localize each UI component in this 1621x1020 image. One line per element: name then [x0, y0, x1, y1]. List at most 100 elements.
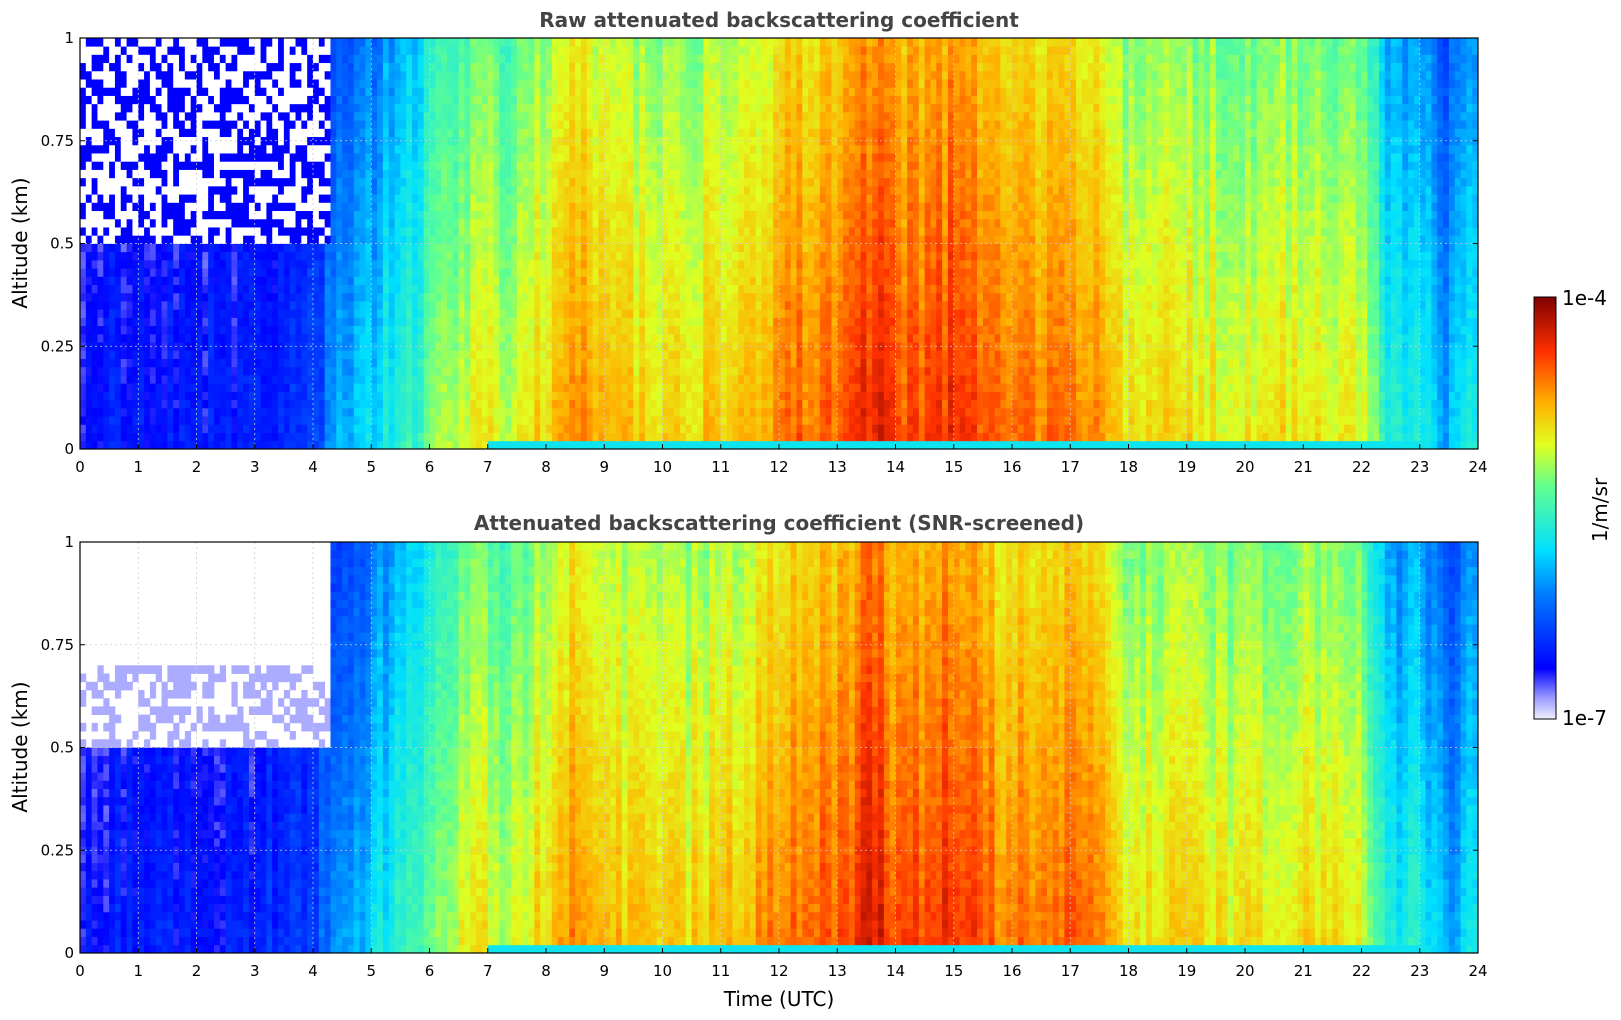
heatmap-cell — [348, 87, 354, 96]
heatmap-cell — [261, 120, 267, 129]
heatmap-cell — [121, 276, 127, 285]
heatmap-cell — [80, 252, 86, 261]
heatmap-cell — [197, 244, 203, 253]
heatmap-cell — [214, 441, 220, 450]
heatmap-cell — [191, 145, 197, 154]
heatmap-cell — [255, 170, 261, 179]
heatmap-cell — [121, 383, 127, 392]
heatmap-cell — [80, 79, 86, 88]
heatmap-cell — [307, 375, 313, 384]
heatmap-cell — [191, 441, 197, 450]
heatmap-cell — [348, 441, 354, 450]
heatmap-cell — [185, 244, 191, 253]
heatmap-cell — [243, 433, 249, 442]
heatmap-cell — [307, 202, 313, 211]
heatmap-cell — [330, 309, 336, 318]
heatmap-cell — [249, 46, 255, 55]
heatmap-cell — [150, 219, 156, 228]
heatmap-cell — [97, 71, 103, 80]
heatmap-cell — [197, 145, 203, 154]
heatmap-cell — [313, 54, 319, 63]
heatmap-cell — [214, 71, 220, 80]
heatmap-cell — [214, 186, 220, 195]
heatmap-cell — [179, 260, 185, 269]
heatmap-cell — [226, 268, 232, 277]
heatmap-cell — [97, 87, 103, 96]
heatmap-cell — [330, 416, 336, 425]
heatmap-cell — [231, 367, 237, 376]
heatmap-cell — [354, 391, 360, 400]
heatmap-cell — [92, 54, 98, 63]
heatmap-cell — [185, 408, 191, 417]
heatmap-cell — [179, 137, 185, 146]
heatmap-cell — [284, 186, 290, 195]
heatmap-cell — [173, 202, 179, 211]
heatmap-cell — [179, 38, 185, 47]
heatmap-cell — [167, 87, 173, 96]
heatmap-cell — [330, 194, 336, 203]
heatmap-cell — [138, 227, 144, 236]
heatmap-cell — [307, 186, 313, 195]
heatmap-cell — [202, 46, 208, 55]
heatmap-cell — [185, 252, 191, 261]
heatmap-cell — [191, 416, 197, 425]
heatmap-cell — [249, 235, 255, 244]
heatmap-cell — [307, 293, 313, 302]
heatmap-cell — [138, 46, 144, 55]
heatmap-cell — [296, 301, 302, 310]
heatmap-cell — [296, 87, 302, 96]
heatmap-cell — [319, 219, 325, 228]
heatmap-cell — [127, 441, 133, 450]
heatmap-cell — [278, 252, 284, 261]
heatmap-cell — [255, 79, 261, 88]
heatmap-cell — [132, 178, 138, 187]
heatmap-cell — [266, 391, 272, 400]
heatmap-cell — [132, 104, 138, 113]
heatmap-cell — [191, 96, 197, 105]
heatmap-cell — [249, 71, 255, 80]
heatmap-cell — [319, 170, 325, 179]
heatmap-cell — [249, 391, 255, 400]
heatmap-cell — [255, 161, 261, 170]
heatmap-cell — [360, 367, 366, 376]
heatmap-cell — [255, 252, 261, 261]
heatmap-cell — [185, 383, 191, 392]
heatmap-cell — [237, 375, 243, 384]
heatmap-cell — [284, 112, 290, 121]
heatmap-cell — [243, 408, 249, 417]
heatmap-cell — [179, 79, 185, 88]
heatmap-cell — [167, 359, 173, 368]
heatmap-cell — [330, 334, 336, 343]
heatmap-cell — [162, 268, 168, 277]
heatmap-cell — [278, 441, 284, 450]
heatmap-cell — [342, 38, 348, 47]
heatmap-cell — [290, 334, 296, 343]
heatmap-cell — [249, 276, 255, 285]
heatmap-cell — [278, 276, 284, 285]
heatmap-cell — [266, 416, 272, 425]
heatmap-cell — [179, 87, 185, 96]
heatmap-cell — [144, 244, 150, 253]
heatmap-cell — [296, 178, 302, 187]
heatmap-cell — [144, 104, 150, 113]
heatmap-cell — [127, 350, 133, 359]
heatmap-cell — [313, 186, 319, 195]
heatmap-cell — [109, 235, 115, 244]
heatmap-cell — [191, 178, 197, 187]
heatmap-cell — [80, 96, 86, 105]
heatmap-cell — [301, 194, 307, 203]
heatmap-cell — [115, 153, 121, 162]
heatmap-cell — [296, 252, 302, 261]
heatmap-cell — [278, 71, 284, 80]
heatmap-cell — [336, 276, 342, 285]
heatmap-cell — [179, 211, 185, 220]
heatmap-cell — [103, 194, 109, 203]
heatmap-cell — [290, 161, 296, 170]
heatmap-cell — [80, 244, 86, 253]
heatmap-cell — [336, 219, 342, 228]
heatmap-cell — [261, 391, 267, 400]
heatmap-cell — [214, 244, 220, 253]
heatmap-cell — [191, 120, 197, 129]
heatmap-cell — [307, 285, 313, 294]
heatmap-cell — [336, 38, 342, 47]
